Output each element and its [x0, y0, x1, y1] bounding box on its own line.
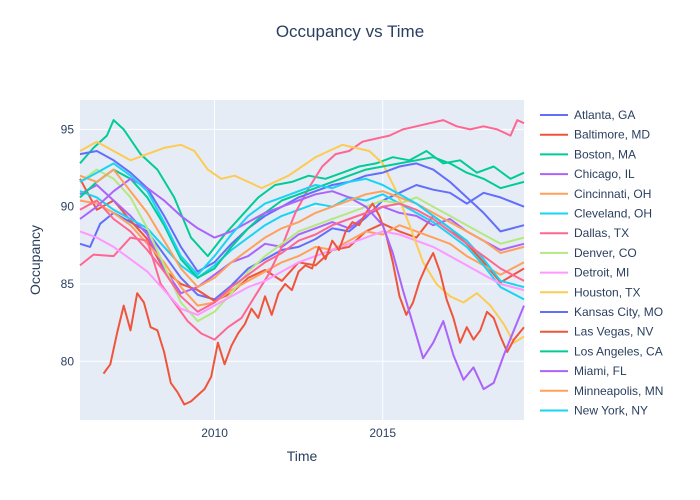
legend-item[interactable]: Detroit, MI: [540, 266, 629, 280]
series-lines: [79, 119, 525, 406]
legend-item[interactable]: Boston, MA: [540, 147, 636, 161]
series-line: [79, 199, 525, 307]
legend-label: Cleveland, OH: [574, 207, 652, 221]
legend-item[interactable]: Cincinnati, OH: [540, 187, 651, 201]
legend-label: Atlanta, GA: [574, 108, 635, 122]
series-line: [79, 199, 525, 313]
legend-item[interactable]: Chicago, IL: [540, 167, 635, 181]
x-axis-title: Time: [287, 448, 318, 464]
legend-item[interactable]: Miami, FL: [540, 364, 627, 378]
x-tick-label: 2010: [201, 426, 228, 440]
series-line: [79, 184, 525, 301]
series-line: [79, 168, 525, 323]
legend-item[interactable]: Baltimore, MD: [540, 128, 650, 142]
legend-item[interactable]: Kansas City, MO: [540, 305, 663, 319]
series-line: [79, 184, 525, 295]
legend-item[interactable]: Dallas, TX: [540, 226, 629, 240]
legend-item[interactable]: New York, NY: [540, 404, 648, 418]
series-line: [79, 140, 525, 344]
y-axis-title: Occupancy: [27, 225, 43, 295]
series-line: [79, 168, 525, 289]
legend-label: Dallas, TX: [574, 226, 629, 240]
legend-item[interactable]: Minneapolis, MN: [540, 384, 663, 398]
legend-label: New York, NY: [574, 404, 648, 418]
legend-label: Los Angeles, CA: [574, 344, 663, 358]
series-line: [79, 162, 525, 289]
legend-label: Cincinnati, OH: [574, 187, 651, 201]
series-line: [102, 202, 525, 406]
legend-item[interactable]: Atlanta, GA: [540, 108, 635, 122]
tick-labels: 80 85 90 95 2010 2015: [61, 122, 397, 440]
legend-label: Detroit, MI: [574, 266, 629, 280]
legend-item[interactable]: Houston, TX: [540, 285, 640, 299]
legend-label: Minneapolis, MN: [574, 384, 663, 398]
y-tick-label: 85: [61, 277, 75, 291]
legend-label: Miami, FL: [574, 364, 627, 378]
legend-label: Chicago, IL: [574, 167, 635, 181]
series-line: [79, 150, 525, 273]
y-tick-label: 95: [61, 122, 75, 136]
series-line: [79, 156, 525, 279]
legend-item[interactable]: Las Vegas, NV: [540, 325, 653, 339]
legend[interactable]: Atlanta, GA Baltimore, MD Boston, MA Chicag…: [540, 108, 663, 418]
series-line: [79, 177, 525, 391]
series-line: [79, 230, 525, 316]
series-line: [79, 190, 525, 301]
legend-label: Houston, TX: [574, 285, 640, 299]
y-tick-label: 90: [61, 200, 75, 214]
y-tick-label: 80: [61, 354, 75, 368]
legend-item[interactable]: Cleveland, OH: [540, 207, 652, 221]
legend-label: Boston, MA: [574, 147, 636, 161]
chart-title: Occupancy vs Time: [276, 22, 424, 41]
legend-item[interactable]: Denver, CO: [540, 246, 637, 260]
legend-label: Las Vegas, NV: [574, 325, 653, 339]
legend-label: Kansas City, MO: [574, 305, 663, 319]
legend-label: Denver, CO: [574, 246, 637, 260]
legend-label: Baltimore, MD: [574, 128, 650, 142]
x-tick-label: 2015: [369, 426, 396, 440]
legend-item[interactable]: Los Angeles, CA: [540, 344, 663, 358]
